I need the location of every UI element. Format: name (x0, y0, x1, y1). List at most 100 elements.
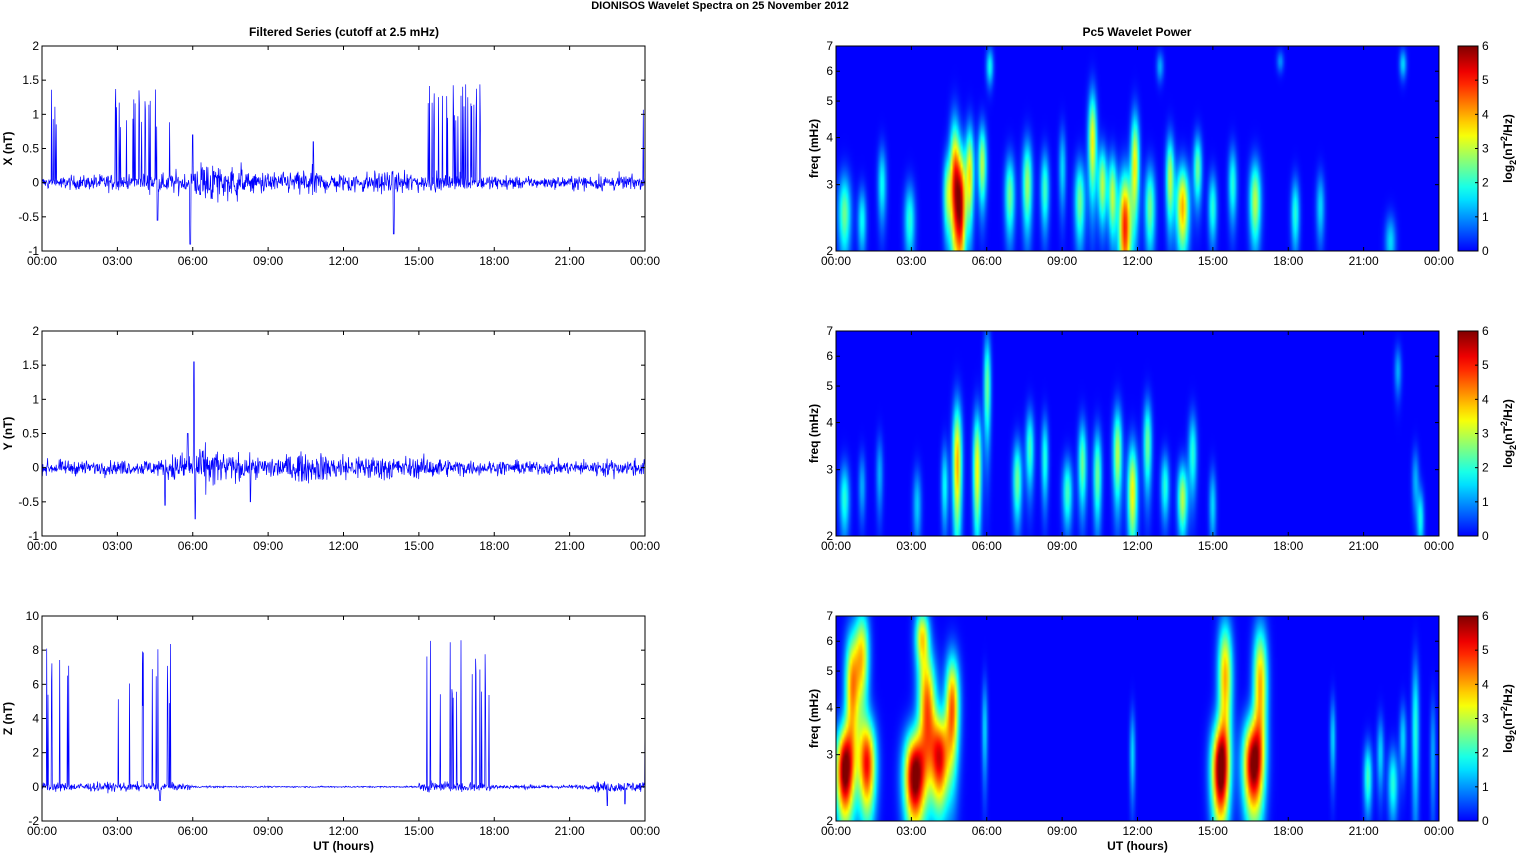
line-panel-series-x: -1 -0.5 0 0.5 1 1.5 2 X (nT) (1, 39, 646, 258)
x-tick-label: 06:00 (178, 254, 208, 268)
x-tick-label: 00:00 (27, 539, 57, 553)
x-tick-label: 12:00 (328, 254, 358, 268)
y-tick-label: 10 (26, 609, 40, 623)
y-tick-label: 2 (826, 529, 833, 543)
x-tick-label: 00:00 (821, 539, 851, 553)
colorbar-tick-label: 5 (1482, 643, 1489, 657)
x-tick-label: 00:00 (821, 254, 851, 268)
colorbar-tick-label: 6 (1482, 609, 1489, 623)
colorbar-tick-label: 2 (1482, 746, 1489, 760)
x-axis-4: 00:00 03:00 06:00 09:00 12:00 15:00 18:00 21:00… (821, 331, 1454, 553)
x-tick-label: 12:00 (1122, 539, 1152, 553)
colorbar-label: log2(nT2/Hz) (1499, 114, 1518, 183)
x-axis-1: 00:00 03:00 06:00 09:00 12:00 15:00 18:00 21:00… (27, 331, 660, 553)
series-line (41, 84, 646, 245)
y-tick-label: 2 (32, 324, 39, 338)
x-axis-5: 00:00 03:00 06:00 09:00 12:00 15:00 18:00 21:00… (821, 616, 1454, 853)
colorbar-label: log2(nT2/Hz) (1499, 399, 1518, 468)
x-tick-label: 06:00 (972, 824, 1002, 838)
plot-area (42, 616, 645, 821)
x-tick-label: 00:00 (630, 539, 660, 553)
colorbar-label-sub: 2 (1508, 445, 1518, 450)
figure-title: DIONISOS Wavelet Spectra on 25 November … (591, 0, 849, 12)
series-line (41, 640, 646, 806)
right-column-title: Pc5 Wavelet Power (1083, 25, 1192, 39)
x-tick-label: 15:00 (404, 824, 434, 838)
y-tick-label: 2 (826, 244, 833, 258)
colorbar-tick-label: 3 (1482, 712, 1489, 726)
y-tick-label: 7 (826, 609, 833, 623)
x-tick-label: 12:00 (1122, 254, 1152, 268)
x-tick-label: 18:00 (1273, 824, 1303, 838)
y-tick-label: 1 (32, 107, 39, 121)
y-tick-label: 4 (32, 712, 39, 726)
y-tick-label: 4 (826, 131, 833, 145)
x-tick-label: 03:00 (102, 539, 132, 553)
x-tick-label: 06:00 (972, 539, 1002, 553)
y-tick-label: -0.5 (18, 495, 39, 509)
colorbar-label-sub: 2 (1508, 160, 1518, 165)
plot-area (42, 331, 645, 536)
y-tick-label: 0 (32, 176, 39, 190)
y-tick-label: 2 (32, 746, 39, 760)
colorbar-label-part: log (1501, 165, 1515, 183)
y-tick-label: 1 (32, 392, 39, 406)
x-tick-label: 21:00 (1349, 824, 1379, 838)
y-axis-label: freq (mHz) (807, 119, 821, 178)
y-tick-label: 8 (32, 643, 39, 657)
x-tick-label: 12:00 (1122, 824, 1152, 838)
x-tick-label: 00:00 (630, 254, 660, 268)
x-tick-label: 03:00 (102, 824, 132, 838)
x-tick-label: 12:00 (328, 539, 358, 553)
colorbar-tick-label: 0 (1482, 529, 1489, 543)
y-tick-label: 3 (826, 463, 833, 477)
y-tick-label: 1.5 (22, 73, 39, 87)
x-tick-label: 00:00 (1424, 539, 1454, 553)
wavelet-power-image (836, 46, 1439, 251)
x-tick-label: 18:00 (1273, 254, 1303, 268)
colorbar-tick-label: 1 (1482, 210, 1489, 224)
y-tick-label: -2 (28, 814, 39, 828)
x-tick-label: 18:00 (1273, 539, 1303, 553)
colorbar-label: log2(nT2/Hz) (1499, 684, 1518, 753)
y-axis-label: X (nT) (1, 132, 15, 166)
series-line (41, 361, 646, 520)
x-axis-3: 00:00 03:00 06:00 09:00 12:00 15:00 18:00 21:00… (821, 46, 1454, 268)
colorbar-tick-label: 2 (1482, 176, 1489, 190)
y-tick-label: 0.5 (22, 427, 39, 441)
x-tick-label: 21:00 (1349, 254, 1379, 268)
y-tick-label: 5 (826, 94, 833, 108)
x-tick-label: 00:00 (630, 824, 660, 838)
x-axis-2: 00:00 03:00 06:00 09:00 12:00 15:00 18:00 21:00… (27, 616, 660, 853)
x-tick-label: 00:00 (1424, 254, 1454, 268)
y-tick-label: 3 (826, 748, 833, 762)
colorbar-tick-label: 4 (1482, 392, 1489, 406)
plot-area (42, 46, 645, 251)
colorbar-label-sup: 2 (1499, 421, 1509, 426)
y-tick-label: 0 (32, 461, 39, 475)
x-tick-label: 12:00 (328, 824, 358, 838)
y-tick-label: 0 (32, 780, 39, 794)
y-tick-label: 4 (826, 701, 833, 715)
x-tick-label: 21:00 (555, 254, 585, 268)
colorbar-tick-label: 6 (1482, 324, 1489, 338)
y-tick-label: 6 (826, 349, 833, 363)
x-tick-label: 06:00 (178, 539, 208, 553)
y-tick-label: 2 (826, 814, 833, 828)
x-tick-label: 00:00 (27, 824, 57, 838)
x-tick-label: 09:00 (253, 539, 283, 553)
colorbar-label-part: /Hz) (1501, 684, 1515, 706)
y-axis-label: freq (mHz) (807, 404, 821, 463)
x-tick-label: 03:00 (896, 539, 926, 553)
y-tick-label: 6 (32, 677, 39, 691)
colorbar-tick-label: 2 (1482, 461, 1489, 475)
x-tick-label: 00:00 (1424, 824, 1454, 838)
colorbar-tick-label: 1 (1482, 780, 1489, 794)
y-tick-label: 5 (826, 664, 833, 678)
x-tick-label: 15:00 (404, 254, 434, 268)
